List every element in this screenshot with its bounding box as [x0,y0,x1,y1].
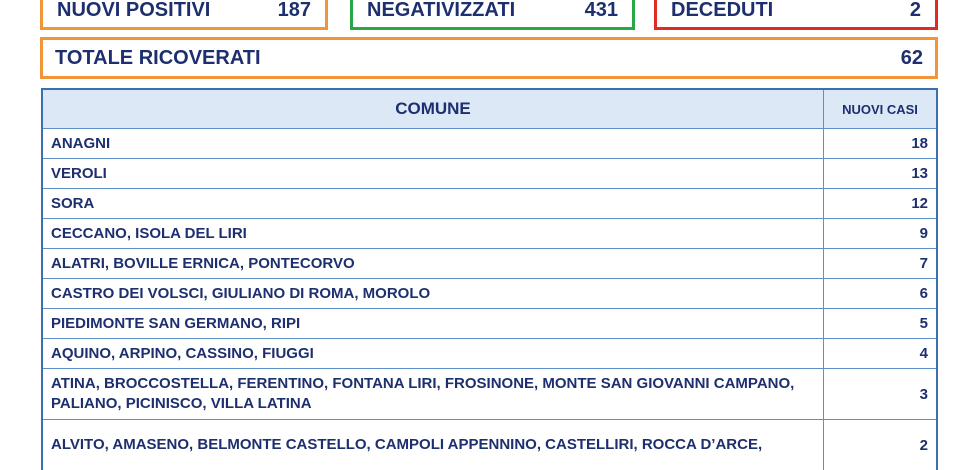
casi-cell: 3 [919,385,928,403]
deceduti-box: DECEDUTI 2 [654,0,938,30]
deceduti-label: DECEDUTI [671,0,774,21]
comune-cell: ALVITO, AMASENO, BELMONTE CASTELLO, CAMP… [43,420,824,470]
comune-cell: SORA [43,189,824,218]
casi-cell: 13 [911,165,928,182]
casi-cell: 2 [919,436,928,454]
nuovi-positivi-value: 187 [277,0,311,21]
nuovi-casi-header: NUOVI CASI [842,101,918,117]
table-row: ALATRI, BOVILLE ERNICA, PONTECORVO 7 [43,249,936,279]
totale-ricoverati-label: TOTALE RICOVERATI [55,46,261,69]
table-row: VEROLI 13 [43,159,936,189]
nuovi-positivi-label: NUOVI POSITIVI [57,0,211,21]
table-row: ANAGNI 18 [43,129,936,159]
table-row: ALVITO, AMASENO, BELMONTE CASTELLO, CAMP… [43,420,936,470]
table-row: SORA 12 [43,189,936,219]
deceduti-value: 2 [909,0,921,21]
table-row: CASTRO DEI VOLSCI, GIULIANO DI ROMA, MOR… [43,279,936,309]
table-row: CECCANO, ISOLA DEL LIRI 9 [43,219,936,249]
comune-cell: PIEDIMONTE SAN GERMANO, RIPI [43,309,824,338]
negativizzati-label: NEGATIVIZZATI [367,0,516,21]
casi-cell: 4 [919,345,928,362]
table-row: AQUINO, ARPINO, CASSINO, FIUGGI 4 [43,339,936,369]
comune-cell: CASTRO DEI VOLSCI, GIULIANO DI ROMA, MOR… [43,279,824,308]
nuovi-positivi-box: NUOVI POSITIVI 187 [40,0,328,30]
casi-cell: 18 [911,135,928,152]
casi-cell: 9 [919,225,928,242]
negativizzati-value: 431 [584,0,618,21]
casi-cell: 7 [919,255,928,272]
comune-cell: ATINA, BROCCOSTELLA, FERENTINO, FONTANA … [43,369,824,419]
casi-cell: 5 [919,315,928,332]
casi-cell: 12 [911,195,928,212]
comune-header: COMUNE [43,90,824,128]
comune-cell: VEROLI [43,159,824,188]
totale-ricoverati-box: TOTALE RICOVERATI 62 [40,37,938,79]
casi-cell: 6 [919,285,928,302]
comune-cell: CECCANO, ISOLA DEL LIRI [43,219,824,248]
comune-cell: AQUINO, ARPINO, CASSINO, FIUGGI [43,339,824,368]
table-row: ATINA, BROCCOSTELLA, FERENTINO, FONTANA … [43,369,936,420]
comune-cell: ALATRI, BOVILLE ERNICA, PONTECORVO [43,249,824,278]
table-header-row: COMUNE NUOVI CASI [43,90,936,129]
table-row: PIEDIMONTE SAN GERMANO, RIPI 5 [43,309,936,339]
comune-cell: ANAGNI [43,129,824,158]
totale-ricoverati-value: 62 [900,46,923,69]
negativizzati-box: NEGATIVIZZATI 431 [350,0,635,30]
comuni-table: COMUNE NUOVI CASI ANAGNI 18 VEROLI 13 SO… [41,88,938,470]
